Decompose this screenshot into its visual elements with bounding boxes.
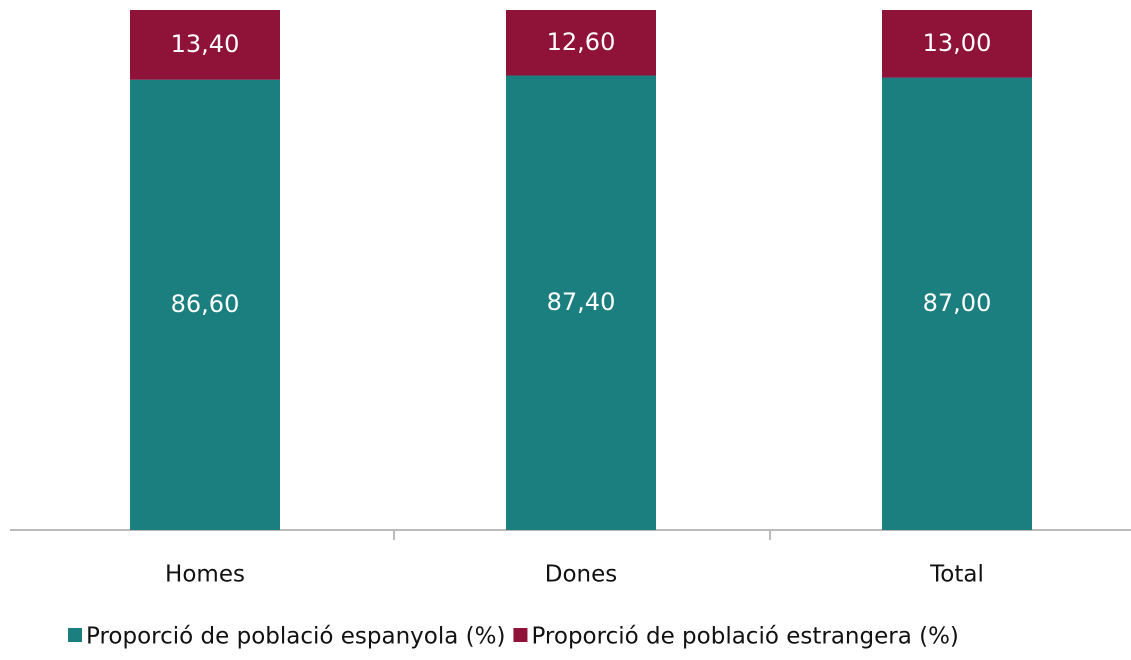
data-label: 12,60 [547, 28, 616, 56]
bar-segment [882, 10, 1032, 78]
bar-segment [130, 10, 280, 80]
data-label: 87,40 [547, 288, 616, 316]
x-tick-label: Homes [165, 562, 245, 588]
legend-swatch [68, 628, 82, 642]
bar-segment [882, 77, 1032, 530]
bar-segment [130, 79, 280, 531]
data-label: 13,40 [171, 30, 240, 58]
data-label: 87,00 [923, 289, 992, 317]
legend-label: Proporció de població espanyola (%) [86, 624, 505, 650]
data-label: 86,60 [171, 290, 240, 318]
bar-segment [506, 75, 656, 531]
legend-swatch [513, 628, 528, 642]
x-tick-label: Dones [545, 562, 618, 588]
data-label: 13,00 [923, 29, 992, 57]
legend-label: Proporció de població estrangera (%) [531, 624, 958, 650]
bar-segment [506, 10, 656, 76]
x-tick-label: Total [929, 562, 984, 588]
